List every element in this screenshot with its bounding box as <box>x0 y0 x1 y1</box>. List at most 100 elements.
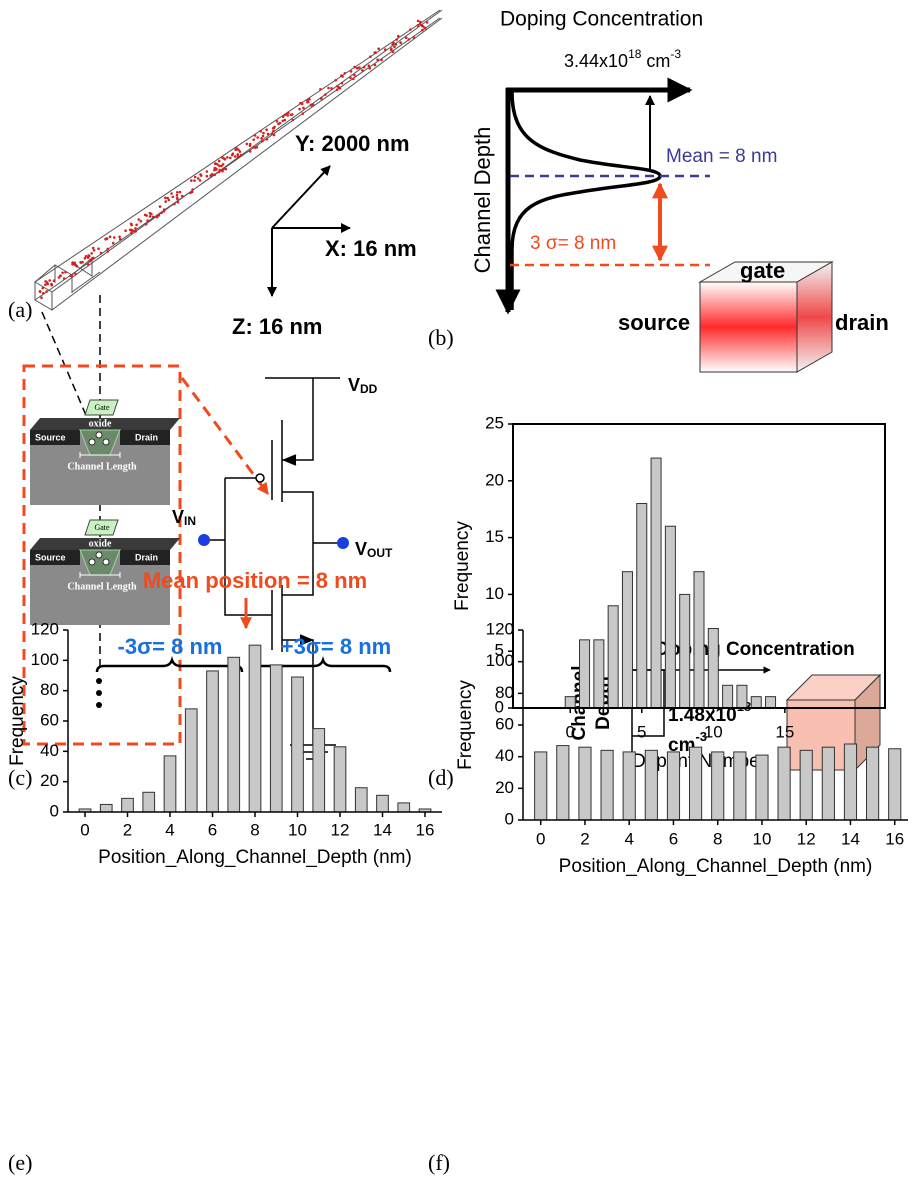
dopant-dot <box>380 58 383 62</box>
dopant-dot <box>144 222 148 226</box>
vdd-text: DD <box>360 382 378 396</box>
y-tick-label: 80 <box>495 683 514 702</box>
bar <box>821 746 835 821</box>
x-tick-label: 4 <box>165 820 174 839</box>
dopant-dot <box>338 87 342 90</box>
dopant-dot <box>75 264 79 268</box>
dopant-dot <box>221 156 224 159</box>
bar <box>622 751 636 821</box>
dopant-dot <box>334 79 338 82</box>
panel-label: (d) <box>428 765 454 790</box>
panel-label: (a) <box>8 297 32 322</box>
x-tick-label: 0 <box>536 829 545 848</box>
bar <box>621 571 633 709</box>
dopant-dot <box>48 279 51 282</box>
dopant-dot <box>221 169 224 173</box>
oxide-label: oxide <box>89 418 112 429</box>
dopant-dot <box>71 263 74 266</box>
dopant-dot <box>155 215 159 219</box>
bar <box>866 746 880 821</box>
dopant-dot <box>112 236 116 239</box>
dopant-dot <box>272 126 276 130</box>
dopant-dot <box>253 146 257 149</box>
zoom-box <box>22 364 182 746</box>
dopant <box>88 438 96 446</box>
dopant-dot <box>218 164 221 168</box>
dopant-dot <box>260 137 263 140</box>
bar <box>354 787 368 813</box>
bar <box>888 748 902 821</box>
dopant-dot <box>307 100 310 104</box>
dopant-dot <box>199 174 203 177</box>
dopant-dot <box>134 227 137 230</box>
axis-text: X: 16 nm <box>325 236 417 261</box>
panel-label: (b) <box>428 325 454 350</box>
dopant-dot <box>223 158 227 161</box>
y-axis-title: Frequency <box>452 521 473 611</box>
dopant-dot <box>148 215 152 218</box>
x-tick-label: 12 <box>331 820 350 839</box>
y-tick-label: 15 <box>485 527 504 546</box>
dopant-dot <box>262 131 265 135</box>
channel-bracket <box>79 452 121 458</box>
channel-label: Channel Length <box>67 581 137 592</box>
nanowire-prism <box>34 9 443 311</box>
dopant-dot <box>170 192 173 195</box>
x-tick-label: 10 <box>753 829 772 848</box>
dopant-dot <box>255 146 259 149</box>
dopant-dot <box>176 197 179 201</box>
dopant-dot <box>373 63 377 67</box>
dopant-dot <box>397 34 400 38</box>
x-tick-label: 10 <box>288 820 307 839</box>
dopant-dot <box>236 155 240 158</box>
dopant-dot <box>191 188 194 191</box>
dopant-dot <box>391 50 395 53</box>
dopant-dot <box>167 198 171 202</box>
dopant-dot <box>148 211 152 215</box>
drain-label: Drain <box>135 432 158 442</box>
annotation: Mean position = 8 nm <box>143 568 367 593</box>
dopant-dot <box>180 194 184 198</box>
bar <box>142 791 156 813</box>
dopant-dot <box>283 118 287 122</box>
dopant-dot <box>377 47 381 51</box>
y-tick-label: 100 <box>31 650 59 669</box>
dopant-dot <box>97 247 100 250</box>
peak-label: 3.44x1018 cm-3 <box>564 47 681 71</box>
dopant-dot <box>89 258 92 262</box>
dopant-dot <box>209 174 212 177</box>
dopant-dot <box>166 196 169 200</box>
bar <box>564 696 576 709</box>
y-tick-label: 120 <box>31 619 59 638</box>
x-tick-label: 12 <box>797 829 816 848</box>
vdd-label: VDD <box>348 375 378 396</box>
dopant-dot <box>421 28 424 32</box>
dopant-dot <box>281 119 285 123</box>
dopant-dot <box>259 129 263 133</box>
bar <box>679 593 691 709</box>
x-tick-label: 8 <box>713 829 722 848</box>
dopant-dot <box>319 88 322 91</box>
dopant-dot <box>196 177 200 180</box>
y-tick-label: 120 <box>486 619 514 638</box>
y-tick-label: 25 <box>485 413 504 432</box>
inset-value-text: -3 <box>695 729 707 744</box>
dopant-dot <box>44 280 47 283</box>
y-tick-label: 100 <box>486 651 514 670</box>
vin-text: V <box>172 507 184 527</box>
dopant-dot <box>105 237 108 240</box>
dopant-dot <box>319 97 323 100</box>
dopant-dot <box>393 45 396 49</box>
dopant-dot <box>230 153 234 157</box>
dopant-dot <box>265 128 268 131</box>
dopant-dot <box>224 167 228 171</box>
dopant-dot <box>217 170 221 174</box>
x-axis-title: Position_Along_Channel_Depth (nm) <box>98 847 412 868</box>
dopant-dot <box>310 104 313 107</box>
dopant-dot <box>176 191 179 194</box>
bar <box>227 656 241 813</box>
dopant <box>95 551 103 559</box>
x-tick-label: 10 <box>704 722 723 741</box>
y-tick-label: 20 <box>40 771 59 790</box>
